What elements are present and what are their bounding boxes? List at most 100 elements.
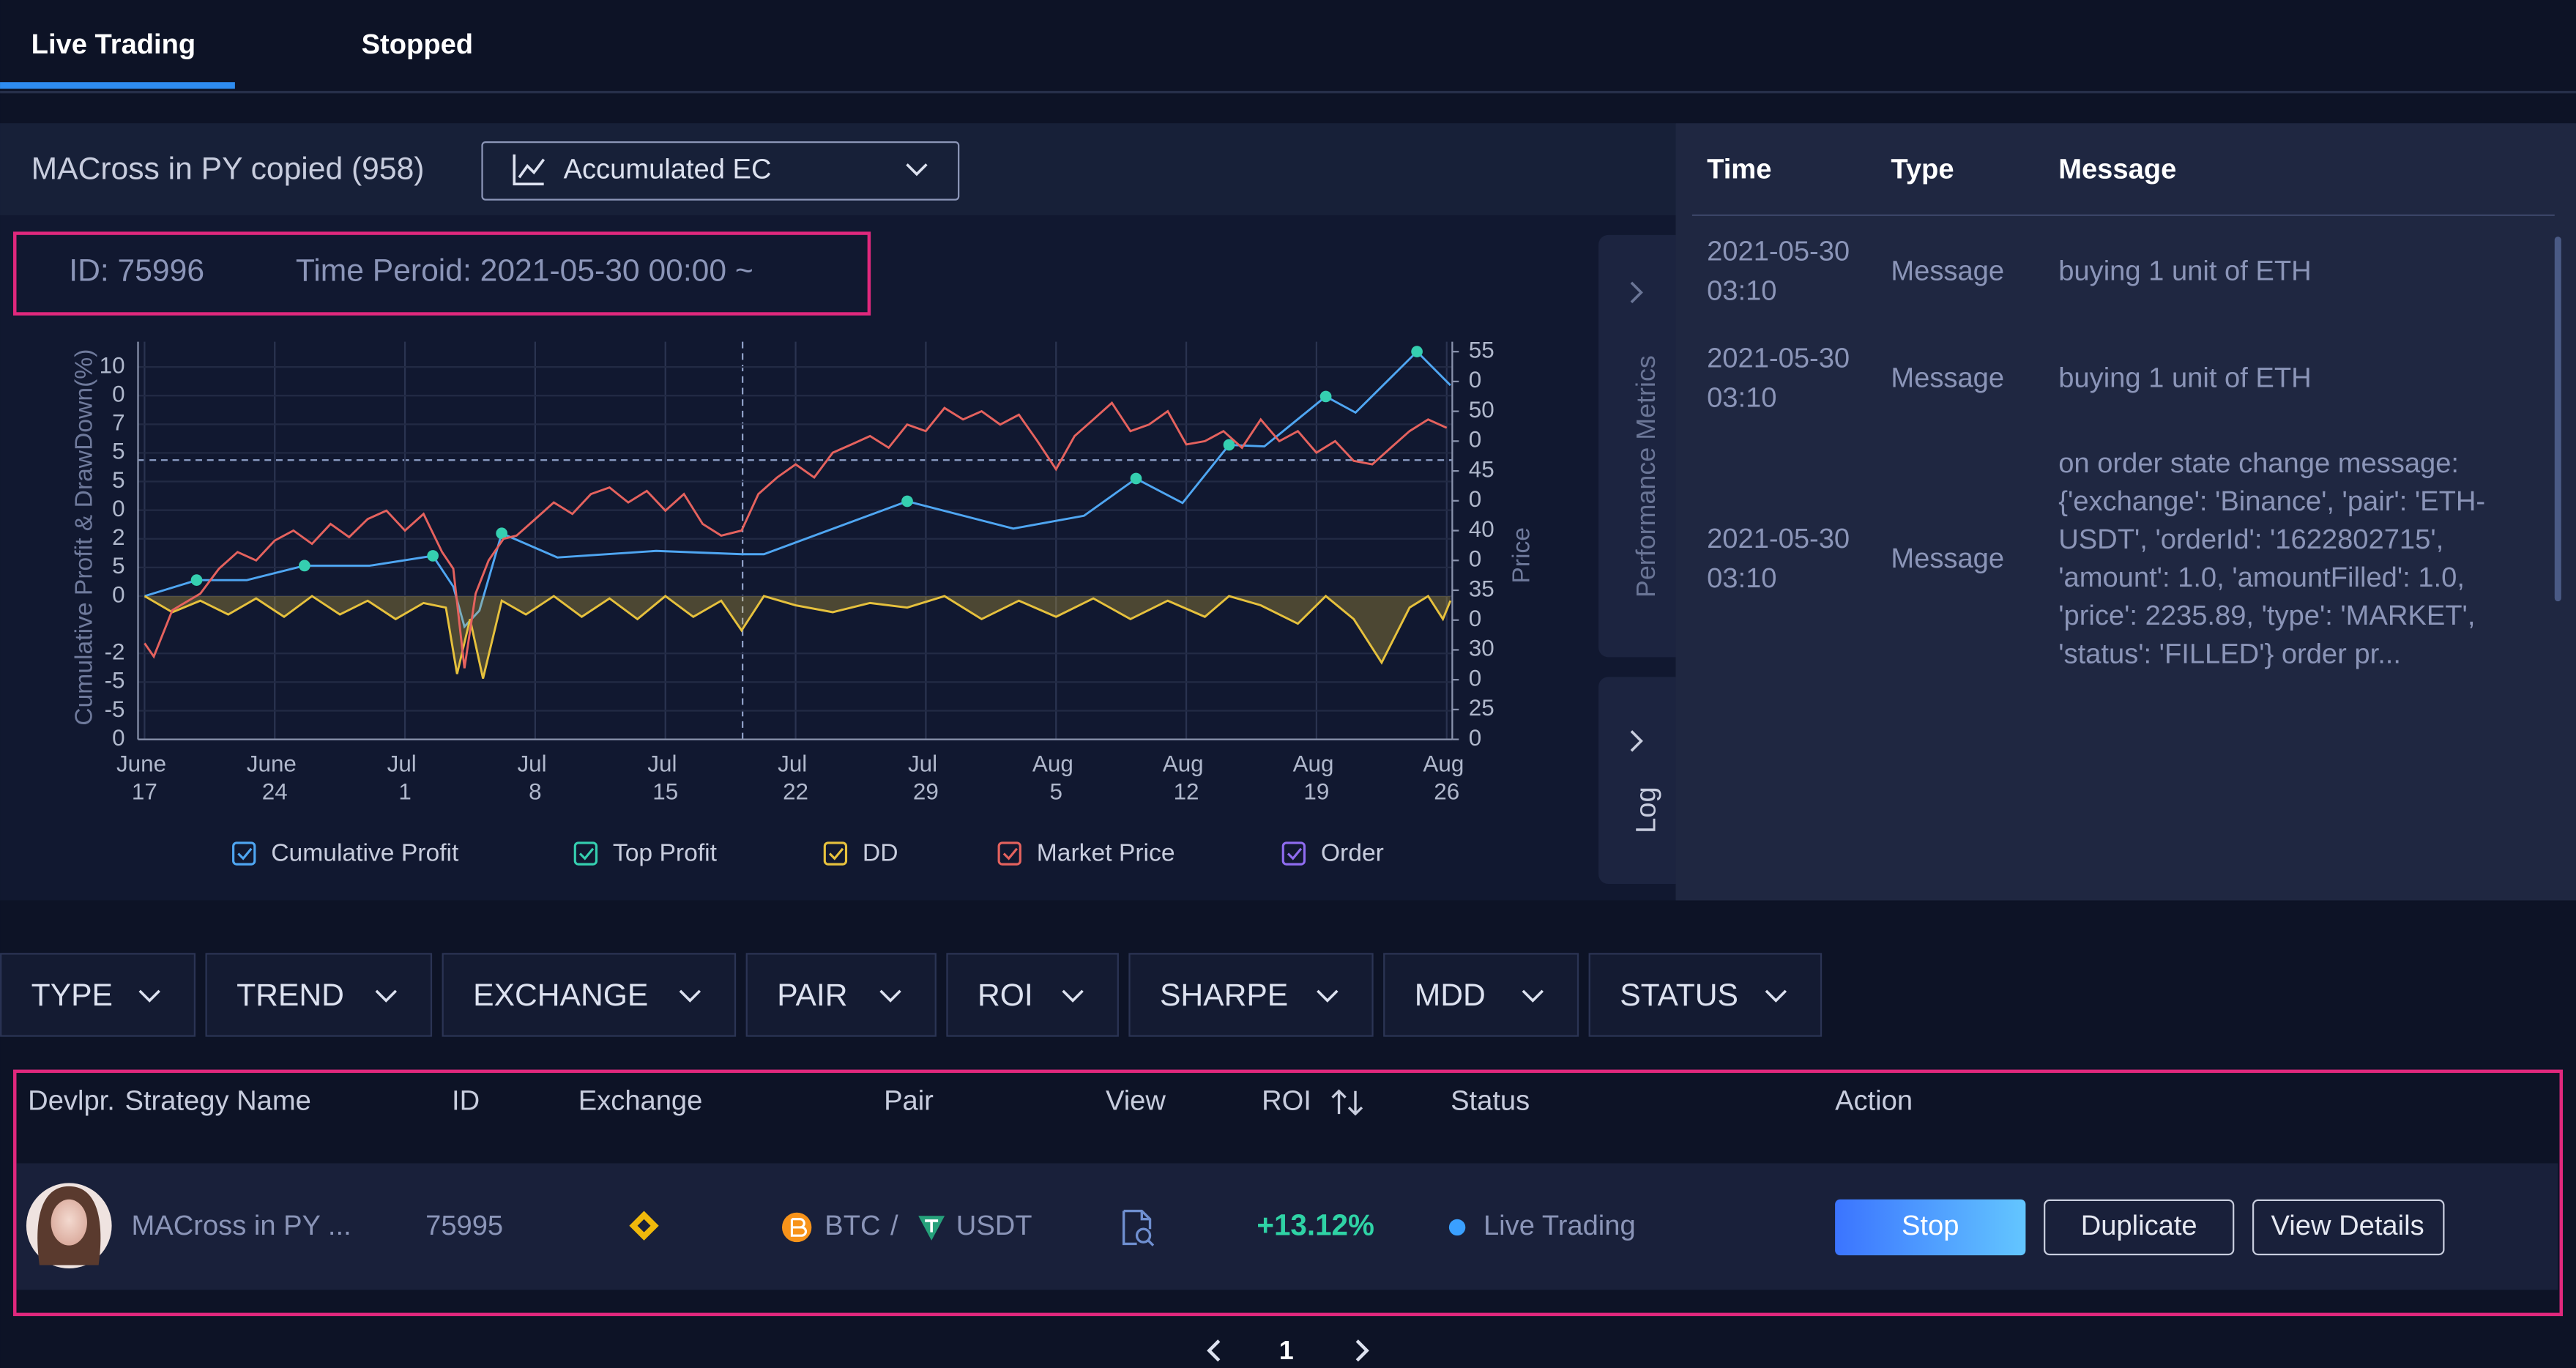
table-header: View	[1106, 1085, 1166, 1117]
stop-button[interactable]	[1835, 1199, 2026, 1256]
action-label[interactable]: View Details	[2271, 1210, 2424, 1241]
legend-check	[1287, 847, 1303, 860]
top-profit-marker	[1223, 439, 1235, 451]
log-panel	[1675, 123, 2576, 901]
legend-checkbox[interactable]	[232, 841, 256, 866]
strategy-title: MACross in PY copied (958)	[31, 152, 425, 187]
legend-check	[237, 847, 253, 860]
series-line	[144, 594, 1452, 679]
top-profit-marker	[1130, 472, 1142, 485]
y-tick-label: 0	[112, 496, 124, 521]
legend-checkbox[interactable]	[573, 841, 598, 866]
y2-tick-label: 0	[1469, 367, 1481, 393]
x-tick-label: Aug 26	[1423, 751, 1470, 805]
view-icon[interactable]	[1122, 1209, 1152, 1246]
top-profit-marker	[901, 495, 913, 508]
view-details-button[interactable]	[2252, 1199, 2445, 1256]
highlight-box	[12, 231, 871, 316]
chevron-down	[375, 989, 398, 1003]
table-row-bg	[16, 1163, 2558, 1290]
y-tick-label: -2	[105, 639, 125, 665]
log-message: buying 1 unit of ETH	[2058, 362, 2311, 393]
side-tab-label[interactable]: Log	[1630, 787, 1661, 833]
y-tick-label: 0	[112, 725, 124, 751]
log-message: 'status': 'FILLED'} order pr...	[2058, 638, 2401, 669]
filter-label: EXCHANGE	[473, 978, 648, 1013]
top-profit-marker	[1411, 346, 1423, 357]
x-tick-label: Aug 12	[1163, 751, 1210, 805]
legend-checkbox[interactable]	[823, 841, 848, 866]
legend-check	[578, 847, 595, 860]
status: Live Trading	[1484, 1210, 1636, 1241]
roi: +13.12%	[1257, 1208, 1374, 1242]
x-tick-label: June 24	[247, 751, 303, 805]
x-tick-label: Jul 1	[387, 751, 423, 805]
filter-label: STATUS	[1620, 978, 1738, 1013]
legend-label: Order	[1321, 840, 1384, 867]
y-tick-label: 5	[112, 439, 124, 464]
y-tick-label: -5	[105, 668, 125, 694]
y-tick-label: 0	[112, 382, 124, 407]
pair-quote: USDT	[956, 1210, 1032, 1241]
x-tick-label: Jul 15	[647, 751, 683, 805]
scrollbar[interactable]	[2554, 237, 2561, 602]
filter-button[interactable]	[946, 953, 1119, 1037]
metrics-tab[interactable]	[1598, 234, 1676, 658]
time-period: Time Peroid: 2021-05-30 00:00 ~	[296, 253, 753, 289]
action-label[interactable]: Duplicate	[2081, 1210, 2197, 1241]
y-tick-label: 0	[112, 581, 124, 607]
chevron-down	[1765, 989, 1787, 1003]
legend-checkbox[interactable]	[997, 841, 1021, 866]
side-tab-label[interactable]: Performance Metrics	[1631, 355, 1661, 598]
tab-underline	[0, 82, 235, 89]
legend-checkbox[interactable]	[1281, 841, 1306, 866]
top-profit-marker	[427, 550, 439, 562]
x-tick-label: Jul 29	[908, 751, 944, 805]
chart-panel	[0, 123, 1676, 901]
chevron-down	[679, 989, 701, 1003]
log-message: 'amount': 1.0, 'amountFilled': 1.0,	[2058, 562, 2465, 593]
filter-button[interactable]	[745, 953, 937, 1037]
legend-label: Cumulative Profit	[271, 840, 459, 867]
filter-button[interactable]	[205, 953, 433, 1037]
action-label[interactable]: Stop	[1902, 1210, 1959, 1241]
log-header: Message	[2058, 153, 2176, 185]
log-type: Message	[1891, 543, 2004, 574]
log-tab[interactable]	[1598, 677, 1676, 885]
series-line	[144, 350, 1451, 629]
view-icon-handle	[1147, 1239, 1155, 1246]
log-time: 2021-05-30	[1707, 342, 1850, 373]
y2-tick-label: 0	[1469, 606, 1481, 631]
table-header: ID	[452, 1085, 480, 1117]
chevron-down	[1317, 989, 1339, 1003]
tab[interactable]: Live Trading	[31, 29, 196, 60]
log-time: 2021-05-30	[1707, 523, 1850, 554]
y-tick-label: 10	[100, 352, 125, 378]
btc-glyph	[790, 1218, 807, 1237]
duplicate-button[interactable]	[2044, 1199, 2235, 1256]
filter-label: ROI	[978, 978, 1033, 1013]
y2-tick-label: 0	[1469, 427, 1481, 453]
strategy-id: ID: 75996	[69, 253, 204, 289]
log-time: 2021-05-30	[1707, 236, 1850, 267]
tab[interactable]: Stopped	[362, 29, 473, 60]
pair-separator: /	[890, 1210, 898, 1241]
page-number[interactable]: 1	[1279, 1336, 1294, 1365]
page-prev[interactable]	[1207, 1339, 1221, 1362]
strategy-name: MACross in PY ...	[132, 1210, 351, 1241]
table-header: Exchange	[578, 1085, 703, 1117]
filter-button[interactable]	[1383, 953, 1579, 1037]
y2-tick-label: 0	[1469, 725, 1481, 751]
filter-button[interactable]	[0, 953, 196, 1037]
view-select[interactable]	[481, 141, 960, 201]
filter-button[interactable]	[442, 953, 737, 1037]
x-tick-label: Aug 19	[1293, 751, 1341, 805]
table-header: Action	[1835, 1085, 1913, 1117]
log-message: on order state change message:	[2058, 447, 2459, 479]
chevron-down	[906, 163, 928, 176]
top-profit-marker	[299, 560, 310, 572]
page-next[interactable]	[1355, 1339, 1369, 1362]
y-tick-label: 5	[112, 553, 124, 579]
top-profit-marker	[1319, 390, 1332, 403]
sort-icon[interactable]	[1331, 1089, 1363, 1116]
